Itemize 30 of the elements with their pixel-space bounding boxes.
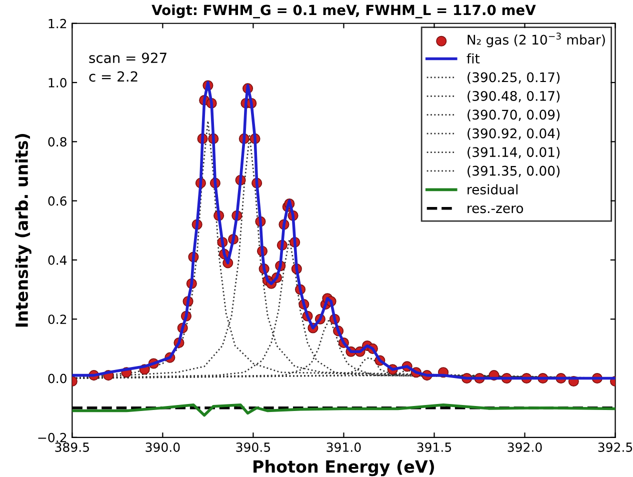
legend-label: (391.14, 0.01) — [468, 146, 560, 159]
y-axis-title: Intensity (arb. units) — [15, 134, 32, 327]
legend-label: (390.92, 0.04) — [468, 128, 560, 140]
annotation: scan = 927 — [89, 52, 166, 64]
legend-label: residual — [468, 184, 518, 194]
legend-label: res.-zero — [468, 206, 524, 214]
x-tick-label: 389.5 — [55, 442, 89, 452]
y-tick-label: 1.0 — [48, 78, 66, 88]
y-tick-label: 0.6 — [48, 196, 67, 206]
x-tick-label: 390.5 — [236, 442, 270, 452]
legend-label: (390.25, 0.17) — [468, 72, 560, 84]
y-tick-label: 0.0 — [48, 374, 66, 384]
x-axis-title: Photon Energy (eV) — [254, 460, 434, 476]
x-tick-label: 391.0 — [326, 442, 361, 452]
x-tick-label: 391.5 — [417, 442, 452, 452]
y-tick-label: 0.4 — [48, 255, 67, 265]
chart-title: Voigt: FWHM_G = 0.1 meV, FWHM_L = 117.0 meV — [152, 4, 536, 18]
y-tick-label: 0.8 — [48, 137, 66, 147]
y-tick-label: 1.2 — [48, 18, 66, 28]
legend-label: N₂ gas (2 10$^{−3}$ mbar) — [468, 32, 605, 48]
x-tick-label: 392.5 — [598, 442, 632, 452]
x-tick-label: 392.0 — [508, 442, 542, 452]
legend-label: (390.70, 0.09) — [468, 109, 560, 122]
legend-label: (391.35, 0.00) — [468, 166, 560, 178]
y-tick-label: −0.2 — [38, 432, 66, 442]
legend-label: (390.48, 0.17) — [468, 90, 560, 103]
x-tick-label: 390.0 — [146, 442, 180, 452]
y-tick-label: 0.2 — [48, 314, 66, 324]
annotation: c = 2.2 — [89, 71, 138, 82]
legend-label: fit — [466, 53, 480, 64]
